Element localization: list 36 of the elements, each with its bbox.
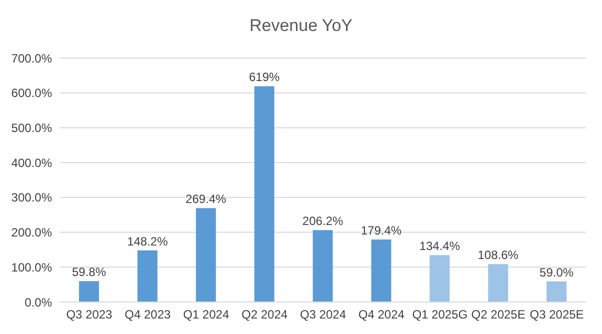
- chart-title: Revenue YoY: [248, 16, 354, 36]
- y-tick-label: 0.0%: [24, 295, 52, 310]
- data-label: 269.4%: [186, 192, 227, 206]
- bar: [371, 239, 392, 302]
- y-tick-label: 500.0%: [11, 120, 52, 135]
- bar: [488, 264, 508, 302]
- y-tick-label: 700.0%: [11, 51, 52, 66]
- data-label: 59.0%: [540, 265, 574, 280]
- data-label: 179.4%: [360, 223, 402, 238]
- x-tick-label: Q1 2025G: [412, 308, 468, 322]
- bar: [137, 250, 158, 302]
- data-label: 206.2%: [302, 214, 344, 228]
- data-label: 108.6%: [478, 248, 519, 262]
- data-label: 134.4%: [419, 239, 460, 254]
- bar: [254, 86, 274, 302]
- x-tick-label: Q3 2023: [66, 308, 113, 322]
- data-label: 59.8%: [72, 265, 106, 280]
- y-tick-label: 100.0%: [11, 260, 52, 274]
- x-tick-label: Q2 2024: [242, 308, 288, 322]
- bar: [196, 208, 216, 302]
- y-tick-label: 200.0%: [11, 226, 52, 240]
- x-tick-label: Q4 2023: [124, 308, 172, 322]
- bar: [79, 281, 99, 302]
- y-tick-label: 400.0%: [11, 156, 52, 170]
- x-tick-label: Q2 2025E: [471, 308, 526, 322]
- data-label: 619%: [248, 70, 280, 84]
- x-tick-label: Q3 2024: [300, 308, 346, 322]
- y-tick-label: 300.0%: [11, 190, 52, 205]
- y-tick-label: 600.0%: [11, 86, 52, 100]
- data-label: 148.2%: [127, 234, 168, 248]
- x-tick-label: Q1 2024: [183, 308, 230, 322]
- bar: [312, 230, 333, 302]
- x-tick-label: Q4 2024: [358, 308, 405, 322]
- bar: [546, 281, 567, 302]
- x-tick-label: Q3 2025E: [530, 308, 584, 322]
- bar: [430, 255, 450, 302]
